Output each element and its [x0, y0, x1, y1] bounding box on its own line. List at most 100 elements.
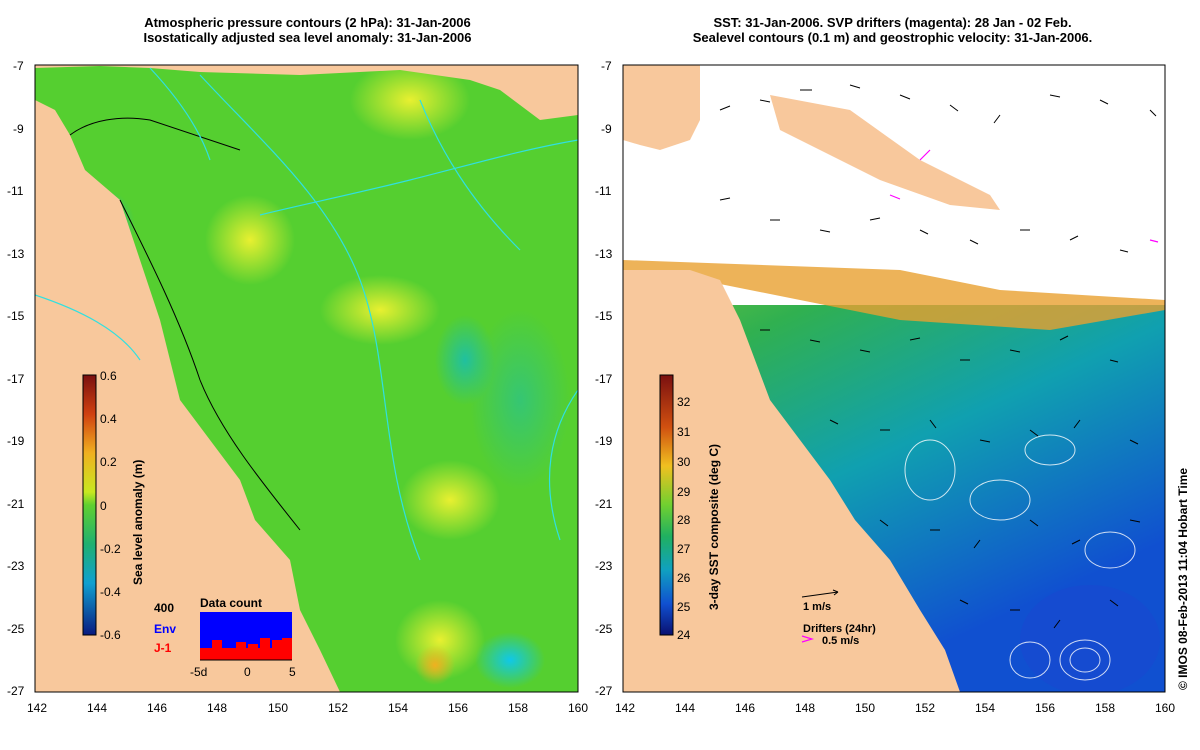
x-tick: 142: [615, 701, 635, 715]
y-tick: -21: [595, 497, 613, 511]
y-tick: -21: [7, 497, 25, 511]
left-map: [35, 65, 578, 692]
right-cb-tick: 28: [677, 513, 691, 527]
x-tick: 158: [1095, 701, 1115, 715]
left-cb-tick: 0: [100, 499, 107, 513]
x-tick: 158: [508, 701, 528, 715]
data-count-inset: Data count 400 Env J-1 -5d 0 5: [154, 596, 296, 679]
y-tick: -23: [7, 559, 25, 573]
land-australia: [35, 65, 340, 692]
x-tick: 154: [975, 701, 995, 715]
data-count-bars: [200, 612, 292, 660]
sea-level-colorbar: [82, 374, 97, 636]
y-tick: -17: [595, 372, 613, 386]
left-cb-tick: 0.4: [100, 412, 117, 426]
left-y-ticks: -7 -9 -11 -13 -15 -17 -19 -21 -23 -25 -2…: [7, 59, 25, 698]
right-colorbar-ticks: 32 31 30 29 28 27 26 25 24: [677, 395, 691, 642]
data-count-xtick: 0: [244, 665, 251, 679]
data-count-xtick: 5: [289, 665, 296, 679]
x-tick: 156: [1035, 701, 1055, 715]
right-cb-tick: 25: [677, 600, 691, 614]
x-tick: 150: [268, 701, 288, 715]
left-map-frame: [34, 64, 579, 693]
velocity-arrows: [719, 84, 1157, 629]
x-tick: 148: [207, 701, 227, 715]
x-tick: 160: [568, 701, 588, 715]
legend-j1: J-1: [154, 641, 172, 655]
x-tick: 152: [328, 701, 348, 715]
x-tick: 148: [795, 701, 815, 715]
right-title-line2: Sealevel contours (0.1 m) and geostrophi…: [692, 30, 1093, 45]
right-cb-tick: 29: [677, 485, 691, 499]
x-tick: 152: [915, 701, 935, 715]
y-tick: -13: [595, 247, 613, 261]
land-islands-right: [770, 95, 1000, 210]
right-cb-tick: 32: [677, 395, 691, 409]
data-count-xtick: -5d: [190, 665, 207, 679]
credit-text: © IMOS 08-Feb-2013 11:04 Hobart Time: [1176, 467, 1190, 690]
land-new-guinea: [35, 65, 578, 120]
drifter-arrow-icon: [801, 635, 815, 643]
left-x-ticks: 142 144 146 148 150 152 154 156 158 160: [27, 701, 588, 715]
x-tick: 154: [388, 701, 408, 715]
right-title-line1: SST: 31-Jan-2006. SVP drifters (magenta)…: [713, 15, 1072, 30]
left-cb-tick: -0.4: [100, 585, 121, 599]
right-colorbar-label: 3-day SST composite (deg C): [707, 444, 721, 610]
drifters-scale-label: 0.5 m/s: [822, 635, 859, 647]
right-y-ticks: -7 -9 -11 -13 -15 -17 -19 -21 -23 -25 -2…: [595, 59, 613, 698]
x-tick: 144: [675, 701, 695, 715]
drifter-legend: Drifters (24hr) 0.5 m/s: [801, 623, 876, 647]
right-cb-tick: 27: [677, 542, 691, 556]
legend-env: Env: [154, 622, 176, 636]
y-tick: -11: [7, 184, 24, 198]
y-tick: -19: [7, 434, 25, 448]
x-tick: 150: [855, 701, 875, 715]
y-tick: -9: [13, 122, 24, 136]
y-tick: -27: [7, 684, 25, 698]
drifter-tracks: [889, 149, 1159, 243]
x-tick: 144: [87, 701, 107, 715]
left-title-line1: Atmospheric pressure contours (2 hPa): 3…: [144, 15, 471, 30]
velocity-legend: 1 m/s: [801, 589, 839, 613]
y-tick: -25: [595, 622, 613, 636]
y-tick: -15: [595, 309, 613, 323]
left-cb-tick: 0.2: [100, 455, 117, 469]
right-cb-tick: 26: [677, 571, 691, 585]
right-map-frame: [622, 64, 1166, 693]
data-count-ylabel: 400: [154, 601, 174, 615]
right-x-ticks: 142 144 146 148 150 152 154 156 158 160: [615, 701, 1175, 715]
left-colorbar-label: Sea level anomaly (m): [131, 460, 145, 585]
y-tick: -17: [7, 372, 25, 386]
x-tick: 142: [27, 701, 47, 715]
y-tick: -9: [601, 122, 612, 136]
drifters-label: Drifters (24hr): [803, 623, 876, 635]
left-cb-tick: -0.2: [100, 542, 121, 556]
y-tick: -11: [595, 184, 612, 198]
left-cb-tick: -0.6: [100, 628, 121, 642]
y-tick: -25: [7, 622, 25, 636]
x-tick: 146: [735, 701, 755, 715]
land-australia-right: [623, 270, 960, 692]
data-count-title: Data count: [200, 596, 262, 610]
left-cb-tick: 0.6: [100, 369, 117, 383]
right-title: SST: 31-Jan-2006. SVP drifters (magenta)…: [620, 15, 1165, 45]
x-tick: 146: [147, 701, 167, 715]
left-title: Atmospheric pressure contours (2 hPa): 3…: [35, 15, 580, 45]
sst-colorbar: [659, 374, 674, 636]
y-tick: -15: [7, 309, 25, 323]
right-map: [623, 65, 1165, 692]
y-tick: -27: [595, 684, 613, 698]
land-new-guinea-right: [623, 65, 700, 150]
left-title-line2: Isostatically adjusted sea level anomaly…: [143, 30, 472, 45]
y-tick: -7: [13, 59, 24, 73]
y-tick: -23: [595, 559, 613, 573]
x-tick: 160: [1155, 701, 1175, 715]
x-tick: 156: [448, 701, 468, 715]
left-colorbar-ticks: 0.6 0.4 0.2 0 -0.2 -0.4 -0.6: [100, 369, 121, 642]
velocity-scale-label: 1 m/s: [803, 601, 831, 613]
right-cb-tick: 30: [677, 455, 691, 469]
y-tick: -7: [601, 59, 612, 73]
y-tick: -19: [595, 434, 613, 448]
right-cb-tick: 24: [677, 628, 691, 642]
